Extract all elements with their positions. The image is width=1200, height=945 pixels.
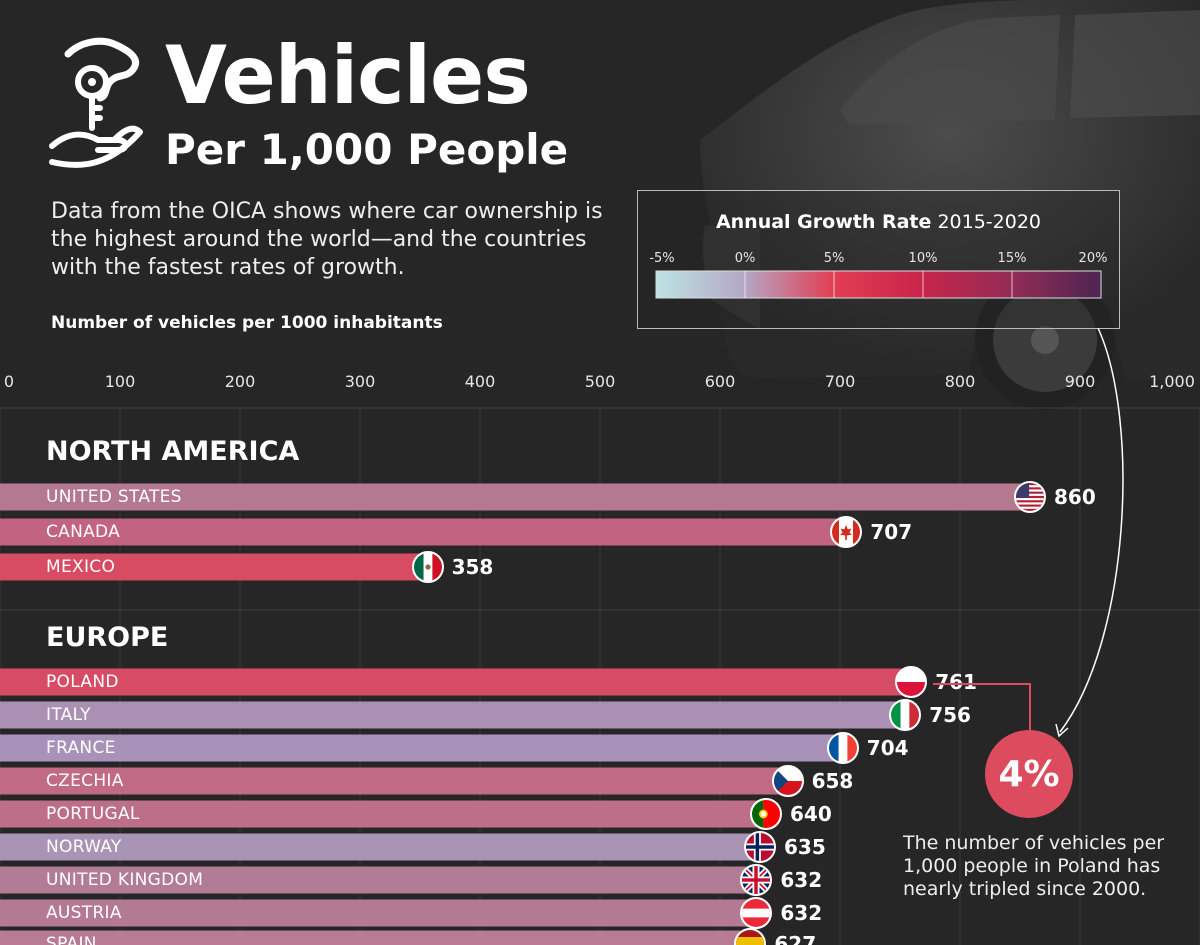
bar-value-label: 635	[784, 835, 826, 859]
bar-country-label: UNITED KINGDOM	[46, 870, 204, 890]
spain-flag-icon	[734, 928, 767, 945]
x-tick-label: 200	[224, 372, 256, 391]
legend-title: Annual Growth Rate 2015-2020	[638, 211, 1119, 233]
bar-value-label: 756	[929, 703, 971, 727]
legend-title-years: 2015-2020	[937, 211, 1042, 233]
legend-tick-label: 5%	[823, 251, 845, 266]
x-tick-label: 900	[1064, 372, 1096, 391]
bar-canada	[0, 518, 849, 546]
arrow-head-icon	[1055, 723, 1069, 738]
legend-tick-label: 0%	[734, 251, 756, 266]
bar-country-label: ITALY	[46, 705, 91, 725]
bar-country-label: POLAND	[46, 672, 119, 692]
bar-country-label: FRANCE	[46, 738, 116, 758]
bar-value-label: 632	[780, 868, 823, 892]
poland-callout-line	[933, 683, 1031, 730]
growth-rate-legend: Annual Growth Rate 2015-2020 -5% 0% 5% 10% 1…	[637, 190, 1120, 329]
bar-czechia	[0, 767, 790, 795]
legend-tick-label: 20%	[1078, 251, 1108, 266]
legend-tick-label: 10%	[908, 251, 938, 266]
poland-flag-icon	[895, 666, 928, 698]
italy-flag-icon	[889, 699, 922, 731]
austria-flag-icon	[740, 897, 773, 929]
mexico-flag-icon	[411, 551, 444, 583]
bar-country-label: CZECHIA	[46, 771, 124, 791]
x-tick-label: 700	[824, 372, 856, 391]
x-tick-label: 100	[104, 372, 136, 391]
bar-poland	[0, 668, 914, 696]
bar-value-label: 707	[870, 520, 913, 544]
bar-norway	[0, 833, 762, 861]
bar-value-label: 640	[790, 802, 832, 826]
poland-callout-text: The number of vehicles per 1,000 people …	[903, 832, 1165, 900]
czechia-flag-icon	[771, 765, 804, 797]
france-flag-icon	[826, 732, 859, 764]
legend-color-scale	[655, 270, 1102, 299]
bar-portugal	[0, 800, 768, 828]
bar-value-label: 627	[774, 932, 817, 945]
bar-country-label: CANADA	[46, 522, 121, 542]
legend-title-main: Annual Growth Rate	[715, 211, 932, 233]
region-heading: EUROPE	[46, 622, 169, 653]
description-text: Data from the OICA shows where car owner…	[51, 199, 603, 280]
legend-gradient-bar	[655, 270, 1102, 299]
bar-value-label: 704	[866, 736, 909, 760]
x-tick-label: 800	[944, 372, 976, 391]
bar-mexico	[0, 553, 430, 581]
x-tick-label: 0	[3, 372, 15, 391]
canada-flag-icon	[830, 516, 863, 548]
bar-country-label: PORTUGAL	[46, 804, 140, 824]
poland-growth-badge: 4%	[985, 730, 1073, 818]
bar-value-label: 860	[1054, 485, 1096, 509]
portugal-flag-icon	[750, 798, 782, 830]
x-tick-label: 600	[704, 372, 736, 391]
x-tick-label: 1,000	[1149, 372, 1195, 391]
arrow-line	[1059, 327, 1124, 733]
bar-value-label: 632	[780, 901, 823, 925]
bar-country-label: AUSTRIA	[46, 903, 122, 923]
bar-italy	[0, 701, 908, 729]
bar-austria	[0, 899, 759, 927]
bar-united-kingdom	[0, 866, 759, 894]
bar-country-label: MEXICO	[46, 557, 116, 577]
bar-country-label: SPAIN	[46, 934, 97, 945]
bar-france	[0, 734, 845, 762]
x-tick-label: 500	[584, 372, 616, 391]
key-hand-icon	[49, 37, 143, 168]
bar-spain	[0, 930, 753, 945]
x-tick-label: 400	[464, 372, 496, 391]
bar-united-states	[0, 483, 1032, 511]
page-title: Vehicles	[165, 29, 531, 122]
bar-country-label: UNITED STATES	[46, 487, 182, 507]
region-heading: NORTH AMERICA	[46, 436, 300, 467]
legend-tick-label: -5%	[649, 251, 675, 266]
x-tick-label: 300	[344, 372, 376, 391]
bar-value-label: 761	[935, 670, 977, 694]
us-flag-icon	[1014, 481, 1046, 513]
bar-country-label: NORWAY	[46, 837, 122, 857]
page-subtitle: Per 1,000 People	[165, 125, 569, 174]
bar-value-label: 658	[811, 769, 854, 793]
axis-caption: Number of vehicles per 1000 inhabitants	[51, 313, 443, 333]
bar-value-label: 358	[451, 555, 494, 579]
norway-flag-icon	[744, 831, 776, 863]
legend-tick-label: 15%	[997, 251, 1027, 266]
uk-flag-icon	[740, 864, 773, 896]
